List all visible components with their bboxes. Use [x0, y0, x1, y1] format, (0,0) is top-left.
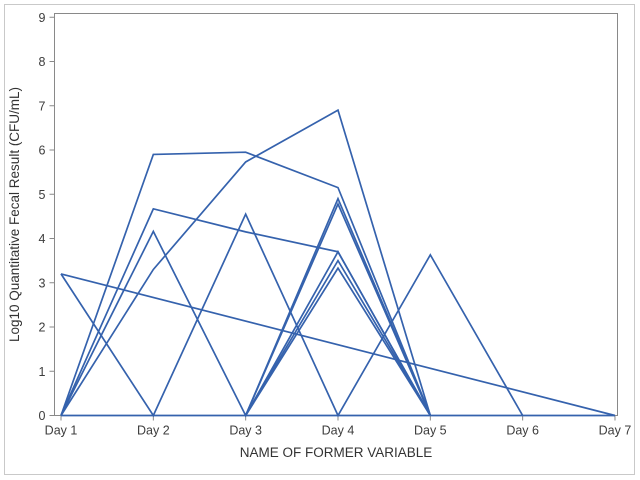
y-axis-title: Log10 Quantitative Fecal Result (CFU/mL) — [7, 87, 22, 342]
figure-border — [4, 4, 635, 475]
y-tick-label: 0 — [39, 409, 46, 423]
series-line-subject-03 — [60, 108, 432, 416]
y-tick-label: 1 — [39, 365, 46, 379]
series-line-subject-08 — [244, 250, 432, 416]
series-line-subject-02 — [60, 151, 432, 416]
y-tick-label: 8 — [39, 55, 46, 69]
x-tick-label: Day 6 — [506, 424, 539, 438]
x-tick-label: Day 3 — [229, 424, 262, 438]
series-line-subject-09 — [244, 258, 432, 416]
y-tick-label: 7 — [39, 99, 46, 113]
y-tick-label: 4 — [39, 232, 46, 246]
x-axis-title: NAME OF FORMER VARIABLE — [240, 445, 433, 460]
series-line-subject-01 — [60, 273, 616, 417]
series-line-subject-10 — [244, 266, 432, 416]
y-tick-label: 2 — [39, 321, 46, 335]
series-line-subject-06 — [60, 212, 524, 418]
y-tick-label: 5 — [39, 188, 46, 202]
y-tick-label: 3 — [39, 276, 46, 290]
y-tick-label: 6 — [39, 144, 46, 158]
x-tick-label: Day 7 — [599, 424, 632, 438]
y-tick-label: 9 — [39, 11, 46, 25]
x-tick-label: Day 4 — [322, 424, 355, 438]
x-tick-label: Day 5 — [414, 424, 447, 438]
series-line-subject-07 — [244, 201, 432, 416]
x-tick-label: Day 1 — [45, 424, 78, 438]
x-tick-label: Day 2 — [137, 424, 170, 438]
